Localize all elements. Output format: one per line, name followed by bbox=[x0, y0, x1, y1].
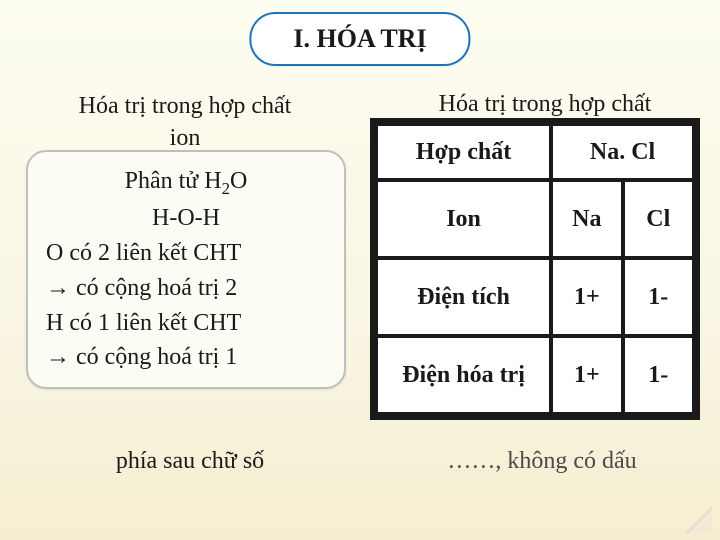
section-title-text: I. HÓA TRỊ bbox=[293, 24, 426, 53]
left-box-line3: O có 2 liên kết CHT bbox=[46, 236, 326, 271]
cell-compound-value: Na. Cl bbox=[551, 124, 694, 180]
left-heading-l1: Hóa trị trong hợp chất bbox=[20, 90, 350, 122]
left-footnote: phía sau chữ số bbox=[30, 448, 350, 475]
cell-ion-b: Cl bbox=[623, 180, 694, 258]
cell-label-ion: Ion bbox=[376, 180, 551, 258]
table-row: Ion Na Cl bbox=[376, 180, 694, 258]
ion-table: Hợp chất Na. Cl Ion Na Cl Điện tích 1+ 1… bbox=[370, 118, 700, 420]
cell-ion-a: Na bbox=[551, 180, 622, 258]
table-row: Điện hóa trị 1+ 1- bbox=[376, 336, 694, 414]
left-box-line1: Phân tử H2O bbox=[46, 164, 326, 201]
left-box-line5: H có 1 liên kết CHT bbox=[46, 306, 326, 341]
right-footnote: ……, không có dấu bbox=[372, 448, 712, 475]
cell-ev-a: 1+ bbox=[551, 336, 622, 414]
left-box-line1-sub: 2 bbox=[222, 179, 230, 198]
page-curl-icon bbox=[684, 506, 712, 534]
cell-label-compound: Hợp chất bbox=[376, 124, 551, 180]
table-row: Hợp chất Na. Cl bbox=[376, 124, 694, 180]
table-row: Điện tích 1+ 1- bbox=[376, 258, 694, 336]
ion-table-grid: Hợp chất Na. Cl Ion Na Cl Điện tích 1+ 1… bbox=[374, 122, 696, 416]
left-box-line1-head: Phân tử H bbox=[125, 168, 222, 194]
left-heading: Hóa trị trong hợp chất ion bbox=[20, 90, 350, 155]
left-box-line6: → có cộng hoá trị 1 bbox=[46, 340, 326, 375]
left-box-line1-tail: O bbox=[230, 168, 247, 194]
cell-ev-b: 1- bbox=[623, 336, 694, 414]
right-heading: Hóa trị trong hợp chất bbox=[380, 88, 710, 120]
cell-label-charge: Điện tích bbox=[376, 258, 551, 336]
section-title-pill: I. HÓA TRỊ bbox=[249, 12, 470, 66]
left-box-line2: H-O-H bbox=[46, 201, 326, 236]
cell-charge-a: 1+ bbox=[551, 258, 622, 336]
left-box-line4: → có cộng hoá trị 2 bbox=[46, 271, 326, 306]
left-info-box: Phân tử H2O H-O-H O có 2 liên kết CHT → … bbox=[26, 150, 346, 389]
cell-charge-b: 1- bbox=[623, 258, 694, 336]
cell-label-electrovalence: Điện hóa trị bbox=[376, 336, 551, 414]
right-heading-text: Hóa trị trong hợp chất bbox=[380, 88, 710, 120]
